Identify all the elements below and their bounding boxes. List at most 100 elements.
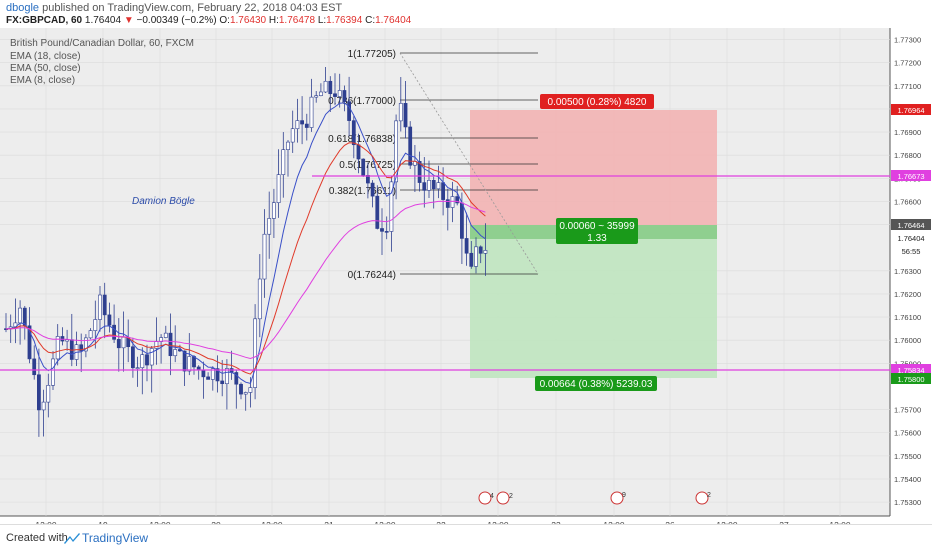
- candle-body[interactable]: [163, 332, 168, 338]
- candle-body[interactable]: [314, 95, 319, 98]
- candle-body[interactable]: [187, 356, 192, 372]
- candle-body[interactable]: [201, 369, 206, 378]
- candle-body[interactable]: [206, 376, 211, 380]
- candle-body[interactable]: [182, 350, 187, 372]
- candle-body[interactable]: [239, 383, 243, 395]
- candle-body[interactable]: [356, 144, 361, 160]
- candle-body[interactable]: [384, 231, 389, 233]
- candle-body[interactable]: [32, 358, 37, 376]
- candle-body[interactable]: [145, 354, 149, 366]
- candle-body[interactable]: [220, 380, 225, 385]
- candle-body[interactable]: [286, 141, 290, 150]
- candle-body[interactable]: [398, 103, 403, 122]
- candle-body[interactable]: [196, 366, 201, 371]
- candle-body[interactable]: [27, 325, 32, 360]
- candle-body[interactable]: [290, 128, 295, 143]
- candle-body[interactable]: [347, 101, 352, 121]
- candle-body[interactable]: [98, 294, 102, 320]
- candle-body[interactable]: [135, 367, 140, 370]
- candle-body[interactable]: [328, 80, 333, 95]
- candle-body[interactable]: [469, 252, 474, 267]
- candle-body[interactable]: [441, 182, 446, 200]
- candle-body[interactable]: [309, 96, 314, 128]
- candle-body[interactable]: [380, 228, 384, 232]
- candle-body[interactable]: [408, 126, 413, 166]
- candle-body[interactable]: [333, 93, 337, 97]
- candle-body[interactable]: [253, 318, 258, 388]
- candle-body[interactable]: [445, 199, 450, 208]
- candle-body[interactable]: [154, 341, 159, 349]
- candle-body[interactable]: [210, 368, 215, 380]
- candle-body[interactable]: [41, 401, 46, 411]
- candle-body[interactable]: [337, 90, 342, 97]
- candle-body[interactable]: [375, 195, 380, 229]
- candle-body[interactable]: [478, 246, 483, 254]
- candlestick-series[interactable]: [4, 66, 488, 437]
- tradingview-logo-icon[interactable]: [64, 532, 80, 550]
- candle-body[interactable]: [474, 246, 478, 267]
- candle-body[interactable]: [116, 339, 121, 349]
- candle-body[interactable]: [84, 337, 88, 352]
- chart-area[interactable]: 1(1.77205) 0.786(1.77000) 0.618(1.76838)…: [0, 28, 932, 530]
- candle-body[interactable]: [267, 218, 272, 235]
- candle-body[interactable]: [102, 294, 107, 316]
- candle-body[interactable]: [225, 368, 229, 385]
- candle-body[interactable]: [361, 158, 366, 176]
- candle-body[interactable]: [323, 80, 328, 93]
- candle-body[interactable]: [112, 324, 117, 340]
- event-flag-icon[interactable]: [610, 491, 624, 505]
- candle-body[interactable]: [55, 336, 60, 360]
- candle-body[interactable]: [131, 346, 135, 369]
- candle-body[interactable]: [121, 336, 126, 349]
- candle-body[interactable]: [149, 348, 154, 366]
- candle-body[interactable]: [450, 196, 455, 208]
- candle-body[interactable]: [46, 385, 51, 403]
- candle-body[interactable]: [271, 202, 276, 219]
- candle-body[interactable]: [431, 179, 436, 190]
- candle-body[interactable]: [459, 202, 464, 239]
- candle-body[interactable]: [51, 358, 55, 386]
- candle-body[interactable]: [18, 307, 23, 324]
- candle-body[interactable]: [281, 149, 286, 175]
- economic-events[interactable]: 4 2 9 2: [478, 491, 711, 505]
- candle-body[interactable]: [262, 233, 267, 280]
- event-flag-icon[interactable]: [496, 491, 510, 505]
- risk-zone[interactable]: [470, 110, 717, 225]
- candle-body[interactable]: [36, 374, 41, 411]
- candle-body[interactable]: [257, 278, 262, 320]
- reward-zone[interactable]: [470, 225, 717, 378]
- candle-body[interactable]: [318, 91, 323, 96]
- candle-body[interactable]: [427, 179, 431, 191]
- candle-body[interactable]: [79, 344, 84, 352]
- fib-trend-line[interactable]: [399, 52, 539, 275]
- legend-ema18[interactable]: EMA (18, close): [10, 51, 81, 62]
- candle-body[interactable]: [417, 161, 422, 183]
- candle-body[interactable]: [173, 349, 178, 357]
- candle-body[interactable]: [300, 120, 305, 125]
- candle-body[interactable]: [365, 175, 370, 184]
- candle-body[interactable]: [483, 250, 488, 254]
- candle-body[interactable]: [389, 181, 394, 232]
- candle-body[interactable]: [394, 120, 399, 183]
- price-chart[interactable]: 1(1.77205) 0.786(1.77000) 0.618(1.76838)…: [0, 28, 932, 530]
- candle-body[interactable]: [295, 120, 300, 130]
- candle-body[interactable]: [93, 319, 98, 331]
- candle-body[interactable]: [351, 120, 356, 146]
- candle-body[interactable]: [168, 332, 173, 357]
- candle-body[interactable]: [234, 372, 239, 385]
- candle-body[interactable]: [215, 368, 220, 382]
- tradingview-brand-link[interactable]: TradingView: [82, 531, 149, 545]
- candle-body[interactable]: [455, 196, 460, 204]
- candle-body[interactable]: [248, 387, 253, 393]
- candle-body[interactable]: [342, 90, 347, 102]
- candle-body[interactable]: [370, 182, 375, 197]
- candle-body[interactable]: [276, 174, 281, 203]
- candle-body[interactable]: [422, 182, 427, 191]
- candle-body[interactable]: [243, 392, 248, 395]
- candle-body[interactable]: [304, 123, 309, 128]
- event-flag-icon[interactable]: [478, 491, 492, 505]
- candle-body[interactable]: [436, 182, 441, 190]
- candle-body[interactable]: [140, 354, 145, 369]
- candle-body[interactable]: [464, 238, 469, 254]
- candle-body[interactable]: [107, 314, 112, 326]
